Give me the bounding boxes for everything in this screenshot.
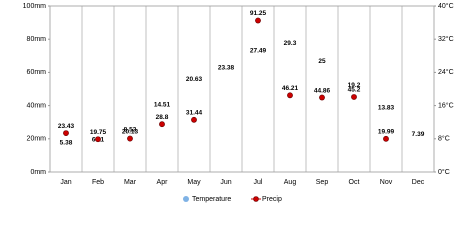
precip-point [63,130,69,137]
y2-tick-label: 0°C [438,168,450,176]
y-tick-label: 100mm [23,3,47,10]
y2-tick-label: 24°C [438,68,454,76]
y2-tick-label: 8°C [438,135,450,143]
precip-point [95,136,101,143]
y2-tick-label: 16°C [438,101,454,109]
temperature-label: 27.49 [250,48,267,55]
temperature-label: 25 [318,58,326,65]
precip-point [127,135,133,142]
temperature-label: 8.53 [124,126,137,133]
chart: 0mm 20mm 40mm 60mm 80mm 100mm 0°C 8°C 16°C 24°C 32… [23,2,454,203]
temperature-label: 14.51 [154,102,171,109]
x-tick-label: Jun [220,179,231,186]
x-tick-label: Apr [157,179,169,186]
precip-label: 44.86 [314,87,331,94]
legend-label: Temperature [192,196,231,203]
x-tick-label: Aug [284,179,297,186]
precip-label: 28.8 [156,114,169,121]
precip-point [383,135,389,142]
x-tick-label: Oct [349,179,360,186]
temperature-label: 20.63 [186,76,203,83]
y2-tick-label: 32°C [438,35,454,43]
x-tick-label: Dec [412,179,425,186]
legend-swatch [253,196,259,202]
x-tick-label: Jul [254,179,263,186]
precip-label: 45.2 [348,87,361,94]
precip-label: 46.21 [282,85,299,92]
y2-tick-label: 40°C [438,2,454,10]
y-tick-label: 0mm [30,169,46,176]
precip-point [255,17,261,24]
precip-point [287,92,293,99]
y-tick-label: 40mm [27,102,47,109]
precip-label: 19.99 [378,129,395,136]
y-tick-label: 20mm [27,136,47,143]
temperature-label: 23.38 [218,65,235,72]
temperature-label: 19.2 [348,82,361,89]
precip-label: 23.43 [58,123,75,130]
precip-label: 19.75 [90,129,107,136]
precip-point [351,94,357,100]
x-tick-label: Nov [380,179,393,186]
x-tick-label: Jan [60,179,71,186]
precip-label: 91.25 [250,10,267,17]
legend-label: Precip [262,196,282,203]
precip-label: 31.44 [186,110,203,117]
temperature-label: 5.38 [60,139,73,146]
precip-label: 20.13 [122,128,139,135]
precip-point [191,116,197,123]
precip-point [159,121,165,128]
legend-swatch [183,196,189,202]
x-tick-label: May [187,179,201,186]
x-tick-label: Mar [124,179,137,186]
temperature-label: 13.83 [378,104,395,111]
precip-point [319,94,325,101]
x-tick-label: Sep [316,179,329,186]
temperature-label: 7.39 [412,131,425,138]
y-tick-label: 60mm [27,69,47,76]
y-tick-label: 80mm [27,36,47,43]
x-tick-label: Feb [92,179,104,186]
temperature-label: 29.3 [284,40,297,47]
